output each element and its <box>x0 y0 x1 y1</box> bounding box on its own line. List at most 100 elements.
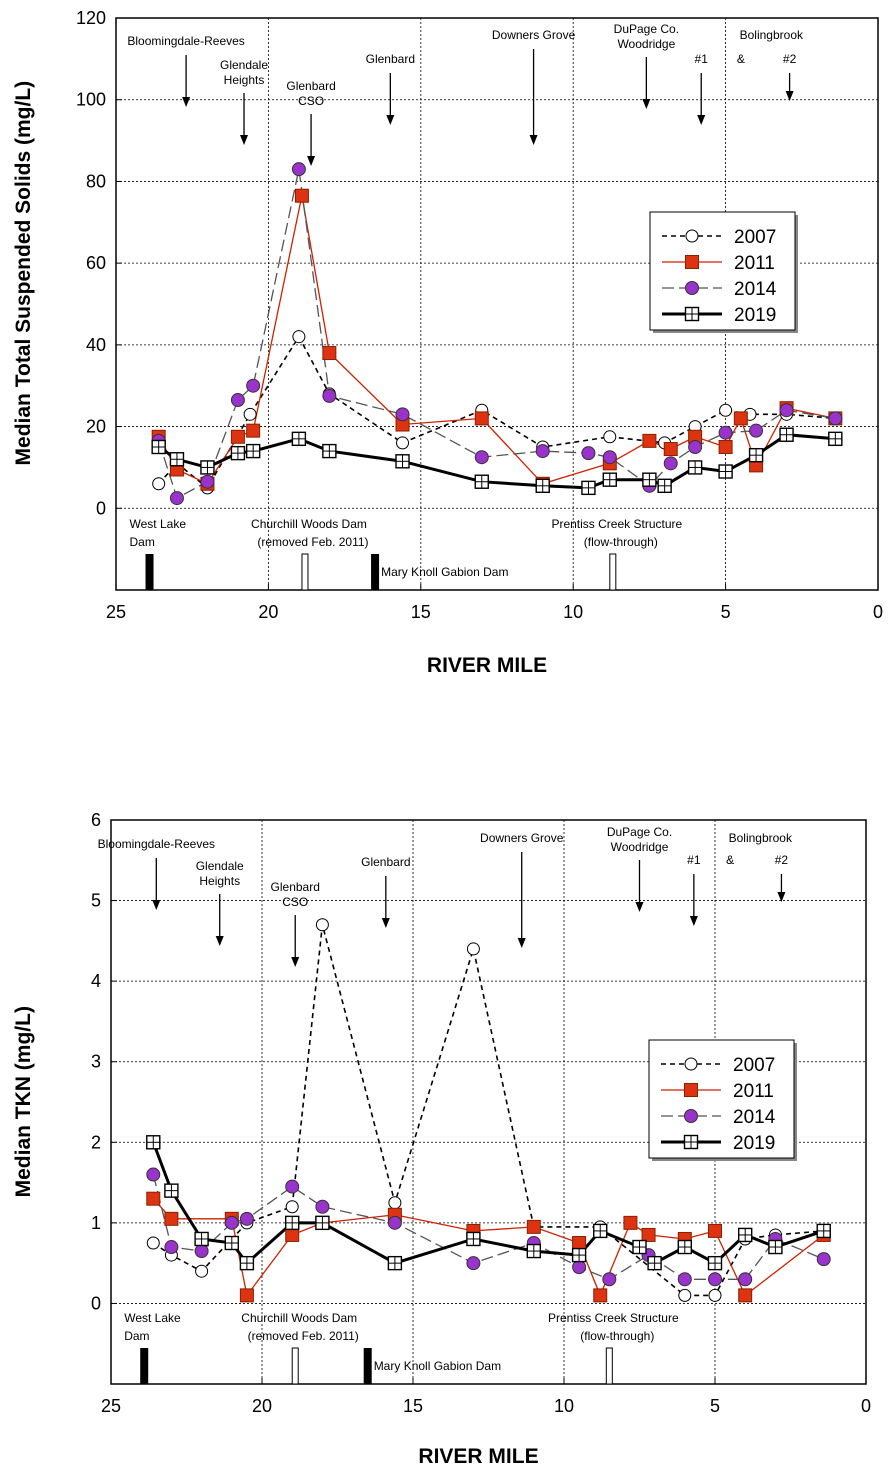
dam-marker: West Lake Dam <box>124 1311 181 1384</box>
data-point <box>708 1288 722 1302</box>
annotation-label: Glenbard <box>361 855 410 869</box>
legend-label-2019: 2019 <box>733 1133 775 1154</box>
y-tick-label: 2 <box>91 1132 101 1152</box>
location-annotation: Bolingbrook <box>740 28 804 42</box>
annotation-label-2: CSO <box>298 94 324 108</box>
dam-marker: Churchill Woods Dam (removed Feb. 2011) <box>251 517 369 591</box>
data-point <box>396 436 410 450</box>
data-point <box>246 423 261 438</box>
data-point <box>164 1240 179 1255</box>
data-point <box>466 1256 481 1271</box>
series-markers-2014 <box>146 1167 831 1287</box>
data-point <box>593 1288 608 1303</box>
legend: 2007 2011 2014 2019 <box>648 1039 797 1161</box>
data-point <box>677 1272 692 1287</box>
dam-label: Churchill Woods Dam <box>251 517 367 531</box>
location-annotation: #1 <box>695 52 709 125</box>
down-arrow-icon <box>689 916 698 926</box>
legend-label-2011: 2011 <box>734 253 775 274</box>
dam-label: Churchill Woods Dam <box>241 1311 357 1325</box>
annotation-label: & <box>737 52 745 66</box>
legend-label-2007: 2007 <box>733 1055 775 1076</box>
x-tick-label: 10 <box>554 1396 574 1416</box>
dam-bar-open <box>301 553 309 591</box>
x-tick-label: 5 <box>721 602 731 622</box>
data-point <box>246 378 261 393</box>
annotation-label-2: Heights <box>199 874 240 888</box>
y-tick-label: 40 <box>86 335 106 355</box>
data-point <box>738 1288 753 1303</box>
data-point <box>738 1272 753 1287</box>
dam-label-2: (flow-through) <box>584 535 658 549</box>
data-point <box>169 491 184 506</box>
legend-marker-2011 <box>684 1083 698 1097</box>
y-tick-label: 4 <box>91 971 101 991</box>
annotation-label: Bolingbrook <box>740 28 804 42</box>
dam-label-2: Dam <box>124 1329 149 1343</box>
dam-bar <box>140 1348 149 1384</box>
annotation-label: #1 <box>687 853 701 867</box>
dam-label: West Lake <box>130 517 187 531</box>
dam-marker: Churchill Woods Dam (removed Feb. 2011) <box>241 1311 359 1385</box>
location-annotation: & <box>726 853 734 867</box>
legend-marker-2007 <box>685 229 699 243</box>
data-point <box>388 1196 402 1210</box>
data-point <box>642 433 657 448</box>
data-point <box>285 1200 299 1214</box>
data-point <box>718 425 733 440</box>
data-point <box>239 1211 254 1226</box>
down-arrow-icon <box>386 115 395 125</box>
series-2007 <box>152 924 824 1297</box>
data-point <box>602 450 617 465</box>
plot-frame <box>110 819 867 1385</box>
x-tick-label: 25 <box>101 1396 121 1416</box>
data-point <box>779 403 794 418</box>
dam-bar-open <box>609 553 617 591</box>
location-annotation: Glenbard <box>361 855 411 928</box>
data-point <box>678 1288 692 1302</box>
dam-label: West Lake <box>124 1311 181 1325</box>
y-tick-label: 80 <box>86 171 106 191</box>
legend-label-2007: 2007 <box>734 227 776 248</box>
series-markers-2019 <box>146 1135 831 1271</box>
x-axis-title: RIVER MILE <box>418 1445 538 1468</box>
legend-label-2014: 2014 <box>734 279 777 300</box>
data-point <box>243 407 257 421</box>
data-point <box>291 162 306 177</box>
data-point <box>623 1215 638 1230</box>
location-annotation: #2 <box>775 853 788 902</box>
data-point <box>239 1288 254 1303</box>
dam-marker: Mary Knoll Gabion Dam <box>371 554 508 590</box>
y-tick-label: 3 <box>91 1052 101 1072</box>
dam-bar <box>371 554 380 590</box>
annotation-label-2: CSO <box>282 895 308 909</box>
data-point <box>152 477 166 491</box>
series-line-2007 <box>158 335 836 490</box>
annotation-label-2: Heights <box>224 73 265 87</box>
legend-label-2011: 2011 <box>733 1081 774 1102</box>
data-point <box>708 1223 722 1238</box>
annotation-label: #1 <box>695 52 709 66</box>
location-annotation: Downers Grove <box>492 28 576 145</box>
down-arrow-icon <box>215 936 224 946</box>
dam-bar <box>363 1348 372 1384</box>
data-point <box>572 1260 587 1275</box>
y-tick-label: 60 <box>86 253 106 273</box>
down-arrow-icon <box>642 99 651 109</box>
dam-label: Prentiss Creek Structure <box>551 517 682 531</box>
data-point <box>603 430 617 444</box>
x-tick-label: 25 <box>106 602 126 622</box>
legend-box <box>649 211 796 331</box>
annotation-label: Downers Grove <box>480 831 564 845</box>
x-axis-title: RIVER MILE <box>427 654 547 677</box>
data-point <box>466 942 480 956</box>
dam-bar <box>145 554 154 590</box>
down-arrow-icon <box>529 135 538 145</box>
dam-label-2: (flow-through) <box>580 1329 654 1343</box>
data-point <box>285 1227 300 1242</box>
